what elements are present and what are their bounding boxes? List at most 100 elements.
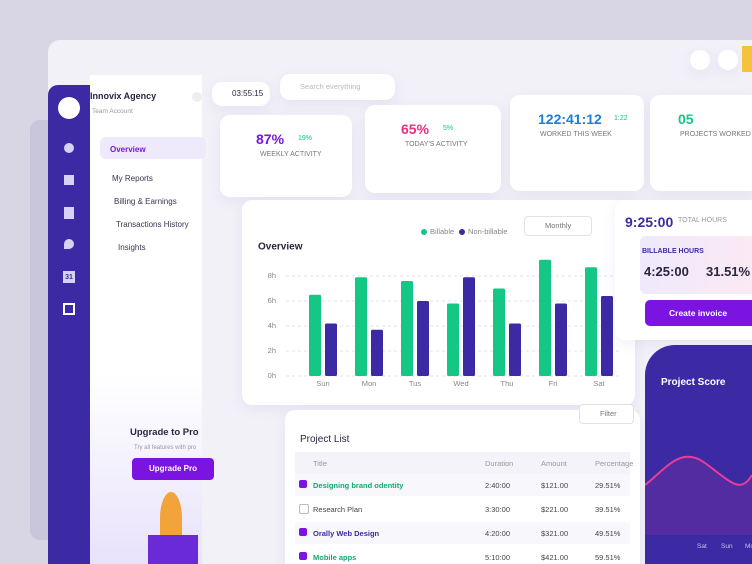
- bar: [585, 267, 597, 376]
- score-line: [645, 455, 752, 486]
- nav-item[interactable]: Overview: [110, 145, 146, 154]
- nav-panel: Innovix Agency Team Account Overview My R…: [90, 75, 214, 564]
- cell: 49.51%: [595, 529, 621, 538]
- laptop-illustration: [148, 535, 198, 564]
- cell: 29.51%: [595, 481, 621, 490]
- rocket-illustration: [160, 492, 182, 544]
- calendar-icon[interactable]: 31: [63, 271, 75, 283]
- nav-item[interactable]: Billing & Earnings: [114, 197, 177, 206]
- stat-label: WORKED THIS WEEK: [540, 131, 612, 138]
- icon-rail: 31: [48, 85, 90, 564]
- legend-swatch: [459, 229, 465, 235]
- project-title: Mobile apps: [313, 553, 357, 562]
- cell: 5:10:00: [485, 553, 511, 562]
- bar: [371, 329, 383, 376]
- stat-card: 65% 5% TODAY'S ACTIVITY: [365, 105, 501, 193]
- table-row[interactable]: Research Plan 3:30:00 $221.00 39.51%: [295, 498, 630, 520]
- x-tick-label: Mon: [362, 379, 377, 388]
- project-list-card: Project List Filter Title Duration Amount P…: [285, 404, 640, 564]
- upgrade-button[interactable]: Upgrade Pro: [132, 458, 214, 480]
- cell: $321.00: [541, 529, 569, 538]
- upgrade-title: Upgrade to Pro: [130, 427, 199, 438]
- x-tick-label: Tus: [409, 379, 421, 388]
- checkbox[interactable]: [299, 504, 309, 514]
- table-row[interactable]: Mobile apps 5:10:00 $421.00 59.51%: [295, 546, 630, 564]
- cell: $221.00: [541, 505, 569, 514]
- column-header: Percentage: [595, 459, 634, 468]
- cell: 3:30:00: [485, 505, 511, 514]
- period-dropdown[interactable]: Monthly: [524, 216, 592, 236]
- stat-label: WEEKLY ACTIVITY: [260, 151, 322, 158]
- bar: [401, 281, 413, 376]
- column-header: Duration: [485, 459, 514, 468]
- legend-label: Billable: [430, 227, 454, 236]
- bar: [417, 301, 429, 376]
- create-invoice-button[interactable]: Create invoice: [645, 300, 752, 326]
- upgrade-sub: Try all features with pro: [134, 445, 197, 451]
- org-sub: Team Account: [92, 108, 133, 115]
- active-nav-bg: [100, 137, 206, 159]
- checkbox[interactable]: [299, 480, 307, 488]
- x-tick-label: Wed: [453, 379, 468, 388]
- nav-icon[interactable]: [64, 175, 74, 185]
- filter-button[interactable]: Filter: [579, 404, 634, 424]
- nav-item[interactable]: Transactions History: [116, 220, 189, 229]
- column-header: Title: [313, 459, 327, 468]
- y-tick-label: 0h: [268, 371, 276, 380]
- day-label: Mo: [745, 543, 752, 550]
- nav-icon[interactable]: [64, 239, 74, 249]
- org-name[interactable]: Innovix Agency: [90, 91, 157, 101]
- bar: [447, 303, 459, 376]
- checkbox[interactable]: [299, 528, 307, 536]
- bar: [555, 303, 567, 376]
- table-row[interactable]: Orally Web Design 4:20:00 $321.00 49.51%: [295, 522, 630, 544]
- column-header: Amount: [541, 459, 567, 468]
- bar: [509, 323, 521, 376]
- avatar[interactable]: [742, 46, 752, 72]
- x-tick-label: Fri: [549, 379, 558, 388]
- bar: [355, 277, 367, 376]
- legend-swatch: [421, 229, 427, 235]
- timer[interactable]: 03:55:15: [212, 82, 270, 106]
- project-title: Designing brand odentity: [313, 481, 404, 490]
- score-title: Project Score: [661, 377, 726, 388]
- score-panel: Project Score Sat Sun Mo: [645, 345, 752, 564]
- stat-change: 5%: [443, 125, 454, 132]
- collapse-button[interactable]: [192, 92, 202, 102]
- overview-card: Monthly: [242, 200, 635, 405]
- icon-button[interactable]: [718, 50, 738, 70]
- billable-hours: 4:25:00: [644, 264, 689, 279]
- icon-button[interactable]: [690, 50, 710, 70]
- stat-value: 87%: [256, 131, 285, 147]
- legend-label: Non-billable: [468, 227, 508, 236]
- checkbox[interactable]: [299, 552, 307, 560]
- bar: [493, 288, 505, 376]
- y-tick-label: 6h: [268, 296, 276, 305]
- billable-label: BILLABLE HOURS: [642, 248, 704, 255]
- table-row[interactable]: Designing brand odentity 2:40:00 $121.00 29…: [295, 474, 630, 496]
- bar: [601, 296, 613, 376]
- logo[interactable]: [58, 97, 80, 119]
- y-tick-label: 2h: [268, 346, 276, 355]
- cell: $121.00: [541, 481, 569, 490]
- cell: $421.00: [541, 553, 569, 562]
- nav-item[interactable]: My Reports: [112, 174, 153, 183]
- billable-box: BILLABLE HOURS 4:25:00 31.51%: [640, 236, 752, 294]
- total-hours: 9:25:00: [625, 214, 674, 230]
- nav-icon[interactable]: [63, 303, 75, 315]
- search-box[interactable]: Search everything: [280, 74, 395, 100]
- nav-icon[interactable]: [64, 143, 74, 153]
- nav-item[interactable]: Insights: [118, 243, 146, 252]
- x-tick-label: Thu: [501, 379, 514, 388]
- stat-card: 05 PROJECTS WORKED: [650, 95, 752, 191]
- cell: 4:20:00: [485, 529, 511, 538]
- stat-value: 65%: [401, 121, 430, 137]
- bar: [539, 259, 551, 376]
- project-title: Orally Web Design: [313, 529, 380, 538]
- score-curve: [645, 455, 752, 535]
- stat-card: 87% 19% WEEKLY ACTIVITY: [220, 115, 352, 197]
- day-label: Sat: [697, 543, 707, 550]
- nav-icon[interactable]: [64, 207, 74, 219]
- stat-change: 19%: [298, 135, 313, 142]
